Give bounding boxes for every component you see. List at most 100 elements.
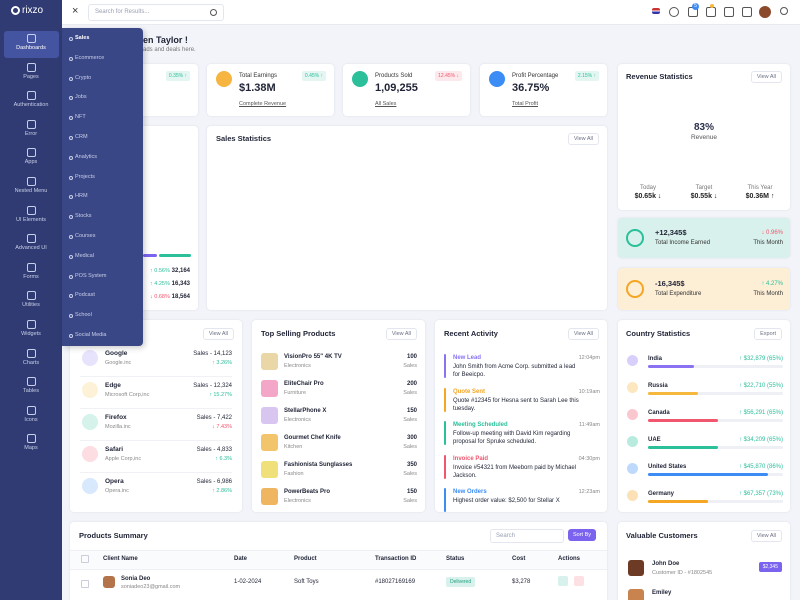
product-category: Electronics — [284, 363, 311, 369]
search-placeholder: Search — [496, 533, 516, 539]
submenu-item[interactable]: NFT — [75, 114, 86, 121]
timeline-marker — [444, 454, 446, 479]
menu-item[interactable]: Widgets — [21, 331, 41, 337]
revenue-statistics-card: Revenue Statistics View All 83% Revenue Toda… — [618, 64, 790, 210]
avatar[interactable] — [759, 6, 771, 18]
country-value: ↑ $34,209 (65%) — [738, 437, 783, 443]
product-name: VisionPro 55" 4K TV — [284, 354, 342, 360]
transaction-id: #18027169169 — [375, 579, 416, 585]
logo: rixzo — [22, 5, 44, 16]
submenu-item[interactable]: School — [75, 312, 92, 319]
submenu-item[interactable]: Social Media — [75, 332, 107, 338]
menu-item[interactable]: Authentication — [13, 102, 49, 109]
settings-icon[interactable] — [780, 7, 788, 15]
sort-button[interactable]: Sort By — [568, 529, 597, 541]
submenu-item[interactable]: Sales — [75, 35, 90, 41]
submenu-item[interactable]: Jobs — [75, 94, 87, 101]
activity-text: John Smith from Acme Corp. submitted a l… — [453, 364, 576, 378]
view-all-button[interactable]: View All — [750, 530, 782, 542]
gauge-label: Revenue — [690, 134, 718, 141]
menu-item[interactable]: UI Elements — [16, 216, 46, 223]
column-header: Date — [234, 556, 248, 562]
submenu-item[interactable]: Podcast — [75, 292, 95, 299]
product-count: 350 — [406, 462, 417, 468]
view-all-button[interactable]: Export — [754, 328, 782, 340]
flag — [627, 490, 638, 501]
stat-link[interactable]: All Sales — [375, 101, 397, 107]
view-all-button[interactable]: View All — [567, 328, 599, 340]
submenu-bullet — [69, 37, 73, 41]
activity-text: Quote #12345 for Hesna sent to Sarah Lee… — [453, 397, 579, 412]
stat-link[interactable]: Total Profit — [512, 101, 538, 107]
product-name: PowerBeats Pro — [284, 489, 331, 495]
submenu-item[interactable]: POS System — [75, 272, 107, 279]
delete-button[interactable] — [574, 576, 584, 586]
menu-item[interactable]: Utilities — [22, 302, 40, 309]
checkbox[interactable] — [81, 580, 89, 588]
activity-title: Quote Sent — [453, 388, 486, 395]
sidebar: rixzo Dashboards Pages Authentication Error A… — [0, 0, 62, 600]
menu-icon — [27, 291, 36, 301]
icon — [626, 229, 644, 247]
browser-name: Google — [105, 350, 128, 357]
submenu-bullet — [69, 215, 73, 220]
submenu-item[interactable]: Ecommerce — [75, 54, 105, 61]
activity-title: New Lead — [453, 355, 482, 361]
value: 18,564 — [171, 294, 190, 300]
label: Total Expenditure — [655, 291, 702, 297]
menu-icon — [27, 148, 36, 158]
country-value: ↑ $56,291 (65%) — [738, 410, 783, 416]
menu-item[interactable]: Error — [24, 130, 38, 137]
menu-item[interactable]: Tables — [23, 388, 39, 395]
view-all-button[interactable]: View All — [385, 328, 417, 340]
submenu-item[interactable]: Crypto — [75, 74, 92, 81]
client-name: Sonia Deo — [121, 576, 151, 582]
browser-icon — [82, 446, 98, 462]
menu-item[interactable]: Icons — [24, 416, 38, 423]
submenu-item[interactable]: Stocks — [75, 213, 92, 220]
browser-icon — [82, 382, 98, 398]
menu-icon — [27, 234, 36, 244]
stat-link[interactable]: Complete Revenue — [239, 101, 287, 107]
timeline-marker — [444, 354, 446, 378]
product-image — [261, 353, 278, 370]
products-summary-card: Products Summary Search Sort By Client Name… — [70, 522, 607, 600]
recent-activity-card: Recent Activity View All New Lead 12:04pm Jo… — [435, 320, 607, 512]
search-input[interactable]: Search — [490, 529, 564, 543]
view-all-button[interactable]: View All — [750, 71, 782, 83]
menu-item[interactable]: Dashboards — [16, 45, 46, 51]
topbar-icon[interactable] — [706, 7, 716, 17]
progress-fill — [648, 392, 698, 395]
topbar-icon[interactable] — [652, 8, 660, 14]
submenu-item[interactable]: CRM — [75, 134, 88, 140]
menu-item[interactable]: Maps — [24, 445, 38, 452]
active-item — [4, 31, 59, 58]
menu-item[interactable]: Pages — [23, 73, 39, 80]
product-unit: Sales — [403, 444, 417, 450]
topbar-icon[interactable] — [742, 7, 752, 17]
submenu-item[interactable]: Courses — [75, 233, 96, 239]
edit-button[interactable] — [558, 576, 568, 586]
submenu-item[interactable]: Analytics — [75, 153, 98, 160]
topbar-icon[interactable] — [669, 7, 679, 17]
gauge-value: 83% — [693, 122, 714, 133]
submenu-item[interactable]: Medical — [75, 252, 94, 259]
view-all-button[interactable]: View All — [567, 133, 599, 145]
checkbox[interactable] — [81, 555, 89, 563]
product: Soft Toys — [294, 579, 319, 585]
search-box[interactable]: Search for Results... — [88, 4, 224, 21]
menu-item[interactable]: Forms — [23, 273, 39, 280]
menu-item[interactable]: Charts — [22, 359, 40, 366]
browser-name: Opera — [105, 478, 124, 485]
menu-item[interactable]: Apps — [24, 159, 38, 166]
progress-fill — [648, 419, 718, 422]
menu-item[interactable]: Nested Menu — [14, 188, 48, 194]
topbar-icon[interactable] — [724, 7, 734, 17]
submenu-item[interactable]: HRM — [75, 193, 88, 200]
product-count: 200 — [406, 381, 417, 387]
activity-time: 10:19am — [578, 388, 600, 395]
product-name: EliteChair Pro — [284, 381, 324, 387]
submenu-item[interactable]: Projects — [75, 173, 95, 180]
menu-item[interactable]: Advanced UI — [15, 245, 47, 252]
view-all-button[interactable]: View All — [202, 328, 234, 340]
